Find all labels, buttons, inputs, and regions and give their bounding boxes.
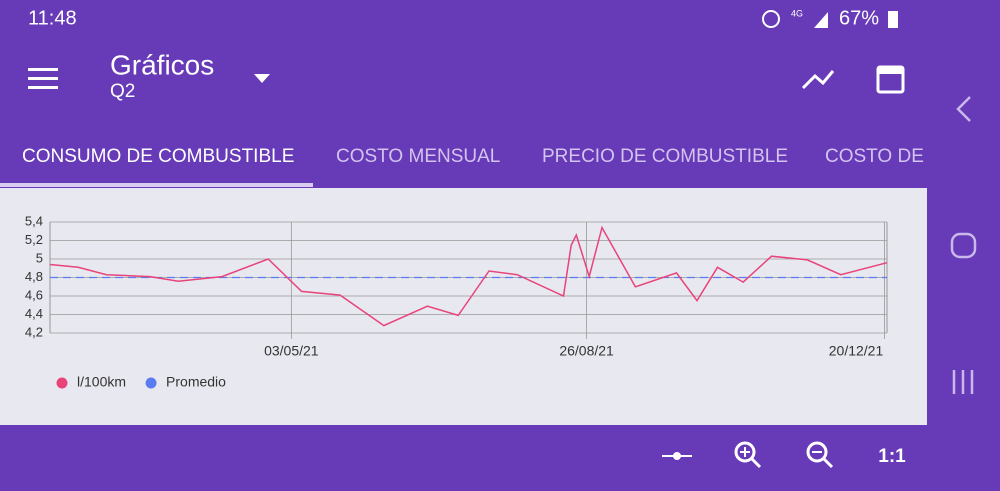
calendar-button[interactable] xyxy=(876,65,905,94)
legend-label: l/100km xyxy=(77,374,126,390)
legend-label: Promedio xyxy=(166,374,226,390)
battery: 67% xyxy=(839,7,879,29)
zoom-lens xyxy=(734,441,756,463)
pan-button[interactable] xyxy=(662,452,692,460)
network: 4G xyxy=(791,8,803,18)
menu-bar xyxy=(28,77,58,80)
zoom-handle xyxy=(822,457,834,469)
tab[interactable]: COSTO DE xyxy=(825,146,924,167)
y-tick-label: 4,8 xyxy=(25,269,43,284)
zoom-handle xyxy=(750,457,762,469)
tab[interactable]: COSTO MENSUAL xyxy=(336,146,500,167)
tab-indicator xyxy=(0,183,313,187)
title[interactable]: Gráficos xyxy=(110,49,214,80)
subtitle[interactable]: Q2 xyxy=(110,81,135,102)
pan-dot xyxy=(673,452,681,460)
legend-marker xyxy=(56,377,68,389)
menu-bar xyxy=(28,86,58,89)
x-tick-label: 26/08/21 xyxy=(559,343,614,359)
tab[interactable]: PRECIO DE COMBUSTIBLE xyxy=(542,146,788,167)
time: 11:48 xyxy=(28,7,77,29)
nav-home[interactable] xyxy=(950,232,977,259)
nav-recents[interactable] xyxy=(952,370,974,394)
alarm-icon xyxy=(762,10,780,28)
x-tick-label: 03/05/21 xyxy=(264,343,319,359)
y-tick-label: 4,6 xyxy=(25,287,43,302)
chart-type-button[interactable] xyxy=(801,70,835,90)
x-tick-label: 20/12/21 xyxy=(829,343,884,359)
y-tick-label: 4,2 xyxy=(25,324,43,339)
menu-bar xyxy=(28,68,58,71)
series-line xyxy=(49,225,888,327)
battery-icon xyxy=(888,11,898,28)
menu-button[interactable] xyxy=(28,68,58,89)
tab[interactable]: CONSUMO DE COMBUSTIBLE xyxy=(22,146,294,167)
zoom-lens xyxy=(806,441,828,463)
signal-icon xyxy=(814,12,828,28)
zoom-out-button[interactable] xyxy=(806,441,834,469)
calendar-header xyxy=(878,67,903,74)
dropdown-arrow[interactable] xyxy=(254,74,270,83)
y-tick-label: 5,2 xyxy=(25,232,43,247)
y-tick-label: 5,4 xyxy=(25,213,43,228)
nav-back[interactable] xyxy=(956,96,971,122)
legend-marker xyxy=(145,377,157,389)
zoom-in-button[interactable] xyxy=(734,441,762,469)
reset-zoom-button[interactable]: 1:1 xyxy=(878,446,906,467)
y-tick-label: 4,4 xyxy=(25,306,43,321)
y-tick-label: 5 xyxy=(36,250,43,265)
